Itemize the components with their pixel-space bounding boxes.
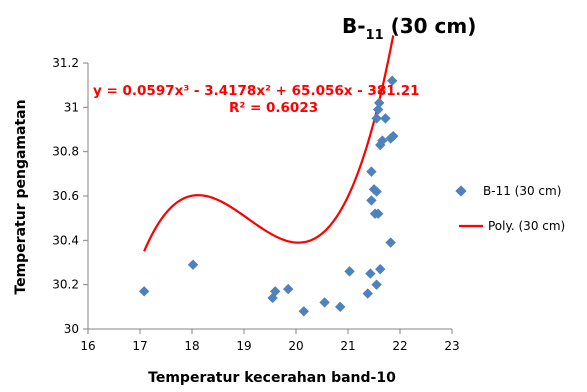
data-point xyxy=(319,297,330,308)
x-tick-label: 19 xyxy=(236,339,251,353)
y-tick-label: 31 xyxy=(64,100,79,114)
data-point xyxy=(377,135,388,146)
data-point xyxy=(380,113,391,124)
y-tick-label: 30.6 xyxy=(52,189,79,203)
chart-title-subscript: 11 xyxy=(366,28,384,43)
r-squared-label: R² = 0.6023 xyxy=(229,100,318,116)
data-point xyxy=(371,113,382,124)
legend-label-scatter: B-11 (30 cm) xyxy=(483,184,561,198)
data-point xyxy=(371,186,382,197)
legend: B-11 (30 cm) Poly. (30 cm) xyxy=(455,184,565,233)
x-tick-label: 16 xyxy=(80,339,95,353)
data-point xyxy=(335,301,346,313)
data-point xyxy=(344,266,355,277)
y-axis-title: Temperatur pengamatan xyxy=(13,99,29,294)
data-point xyxy=(388,130,399,142)
legend-label-poly: Poly. (30 cm) xyxy=(488,219,565,233)
chart-title: B-11 (30 cm) xyxy=(342,14,476,43)
legend-marker-scatter xyxy=(455,185,467,197)
data-point xyxy=(366,166,377,177)
data-point xyxy=(365,268,376,279)
data-point xyxy=(387,75,398,86)
x-tick-label: 20 xyxy=(288,339,303,353)
y-ticks: 30 30.2 30.4 30.6 30.8 31 31.2 xyxy=(52,56,88,336)
data-point xyxy=(375,139,386,151)
chart-title-suffix: (30 cm) xyxy=(384,14,477,38)
trendline-poly xyxy=(143,35,395,252)
y-tick-label: 30 xyxy=(64,322,79,336)
data-point xyxy=(298,306,309,317)
data-point xyxy=(374,97,385,109)
y-tick-label: 30.2 xyxy=(52,278,79,292)
data-point xyxy=(385,237,396,248)
data-point xyxy=(138,286,150,297)
data-point xyxy=(372,104,384,115)
y-tick-label: 30.8 xyxy=(52,145,79,159)
data-points xyxy=(138,75,399,317)
x-ticks: 16 17 18 19 20 21 22 23 xyxy=(80,329,460,353)
y-tick-label: 30.4 xyxy=(52,233,79,247)
x-tick-label: 23 xyxy=(444,339,459,353)
data-point xyxy=(187,259,199,270)
data-point xyxy=(366,195,377,206)
data-point xyxy=(283,283,294,295)
data-point xyxy=(371,279,382,290)
x-tick-label: 22 xyxy=(392,339,407,353)
x-axis-title: Temperatur kecerahan band-10 xyxy=(148,370,396,386)
trendline-equation: y = 0.0597x³ - 3.4178x² + 65.056x - 381.… xyxy=(93,83,420,99)
chart-title-prefix: B- xyxy=(342,14,366,38)
data-point xyxy=(362,288,373,299)
x-tick-label: 17 xyxy=(132,339,147,353)
data-point xyxy=(372,208,384,219)
x-tick-label: 18 xyxy=(184,339,199,353)
data-point xyxy=(270,286,281,297)
y-tick-label: 31.2 xyxy=(52,56,79,70)
data-point xyxy=(375,263,386,275)
x-tick-label: 21 xyxy=(340,339,355,353)
